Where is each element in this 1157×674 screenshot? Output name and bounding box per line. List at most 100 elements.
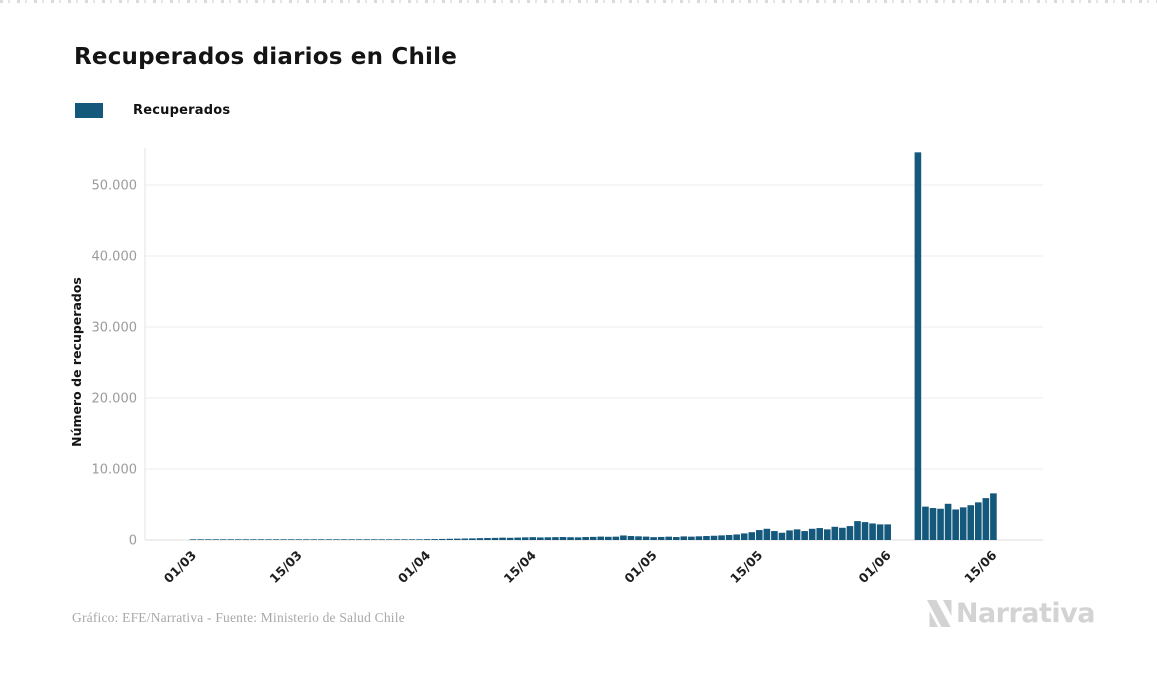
bar [476, 538, 484, 540]
bar [982, 498, 990, 540]
chart-title: Recuperados diarios en Chile [74, 44, 457, 70]
bar [355, 539, 363, 540]
bar [771, 531, 778, 540]
bar [408, 539, 416, 540]
bar [582, 537, 589, 540]
bar [846, 526, 854, 540]
bar [484, 538, 491, 540]
bar [680, 536, 688, 540]
bar [786, 530, 793, 540]
bar [272, 539, 280, 540]
bar [559, 537, 567, 540]
y-tick-label: 10.000 [92, 463, 138, 478]
bar [386, 539, 393, 540]
bar [808, 528, 816, 540]
bar [778, 532, 786, 540]
x-axis-labels: 01/03 15/03 01/04 15/04 01/05 15/05 01/06 15/06 [161, 547, 1000, 586]
bar [227, 539, 235, 540]
bar [975, 502, 982, 540]
bar [922, 506, 929, 540]
x-tick-label: 01/06 [855, 547, 894, 586]
bar [453, 538, 461, 540]
bar [876, 524, 884, 540]
bar [869, 523, 876, 540]
bar [204, 539, 212, 540]
bar [552, 537, 559, 540]
bar [280, 539, 287, 540]
narrativa-icon [926, 600, 952, 627]
bar [567, 537, 574, 540]
bar [672, 537, 680, 540]
bar [725, 535, 733, 540]
screenshot-top-edge [0, 0, 1157, 3]
bar [733, 534, 740, 540]
bar [929, 508, 937, 540]
bar [537, 537, 544, 540]
bar [959, 507, 967, 540]
y-tick-label: 0 [129, 534, 137, 549]
bar [635, 536, 642, 540]
bar [219, 539, 227, 540]
bar [499, 537, 506, 540]
bar [823, 529, 831, 540]
bar [287, 539, 295, 540]
bar [431, 539, 438, 540]
y-tick-label: 40.000 [92, 250, 138, 265]
bar [446, 538, 454, 540]
x-tick-label: 15/03 [266, 548, 304, 586]
bar [605, 536, 612, 540]
bar [688, 536, 695, 540]
bar [695, 536, 703, 540]
bar [189, 539, 197, 540]
bar [703, 536, 710, 540]
bar [506, 537, 514, 540]
bar [416, 539, 423, 540]
bar [612, 536, 620, 540]
bar [756, 530, 763, 540]
bar [491, 537, 499, 540]
narrativa-wordmark: Narrativa [955, 598, 1096, 629]
narrativa-logo: Narrativa [926, 598, 1096, 629]
bar [212, 539, 219, 540]
legend-swatch-recuperados [75, 103, 103, 118]
bar [438, 538, 446, 540]
bar [952, 509, 959, 540]
bar [363, 539, 370, 540]
x-tick-label: 15/06 [961, 547, 1000, 586]
bar [763, 528, 771, 540]
bar [370, 539, 378, 540]
y-tick-label: 50.000 [92, 179, 138, 194]
bar [740, 533, 748, 540]
source-credit: Gráfico: EFE/Narrativa - Fuente: Ministe… [72, 610, 405, 625]
bar [642, 536, 650, 540]
y-tick-label: 20.000 [92, 392, 138, 407]
bar [831, 526, 839, 540]
bar [423, 539, 431, 540]
bar [967, 505, 975, 540]
bar [914, 152, 922, 540]
x-tick-label: 15/05 [727, 548, 765, 586]
bar [378, 539, 386, 540]
bar [521, 537, 529, 540]
bar [861, 522, 869, 540]
bar [801, 531, 808, 540]
bar [657, 536, 665, 540]
legend-label-recuperados: Recuperados [133, 103, 231, 118]
y-axis-labels: 0 10.000 20.000 30.000 40.000 50.000 [92, 179, 138, 549]
y-tick-label: 30.000 [92, 321, 138, 336]
bar [469, 538, 476, 540]
bar [839, 527, 846, 540]
bar [944, 503, 952, 540]
bar [650, 537, 657, 540]
bar [597, 536, 605, 540]
bar [197, 539, 204, 540]
bar [401, 539, 408, 540]
bar [589, 536, 597, 540]
bar [620, 535, 627, 540]
bar [250, 539, 257, 540]
x-tick-label: 01/05 [621, 548, 659, 586]
bar [793, 529, 801, 540]
bar [348, 539, 355, 540]
bar [529, 537, 537, 540]
